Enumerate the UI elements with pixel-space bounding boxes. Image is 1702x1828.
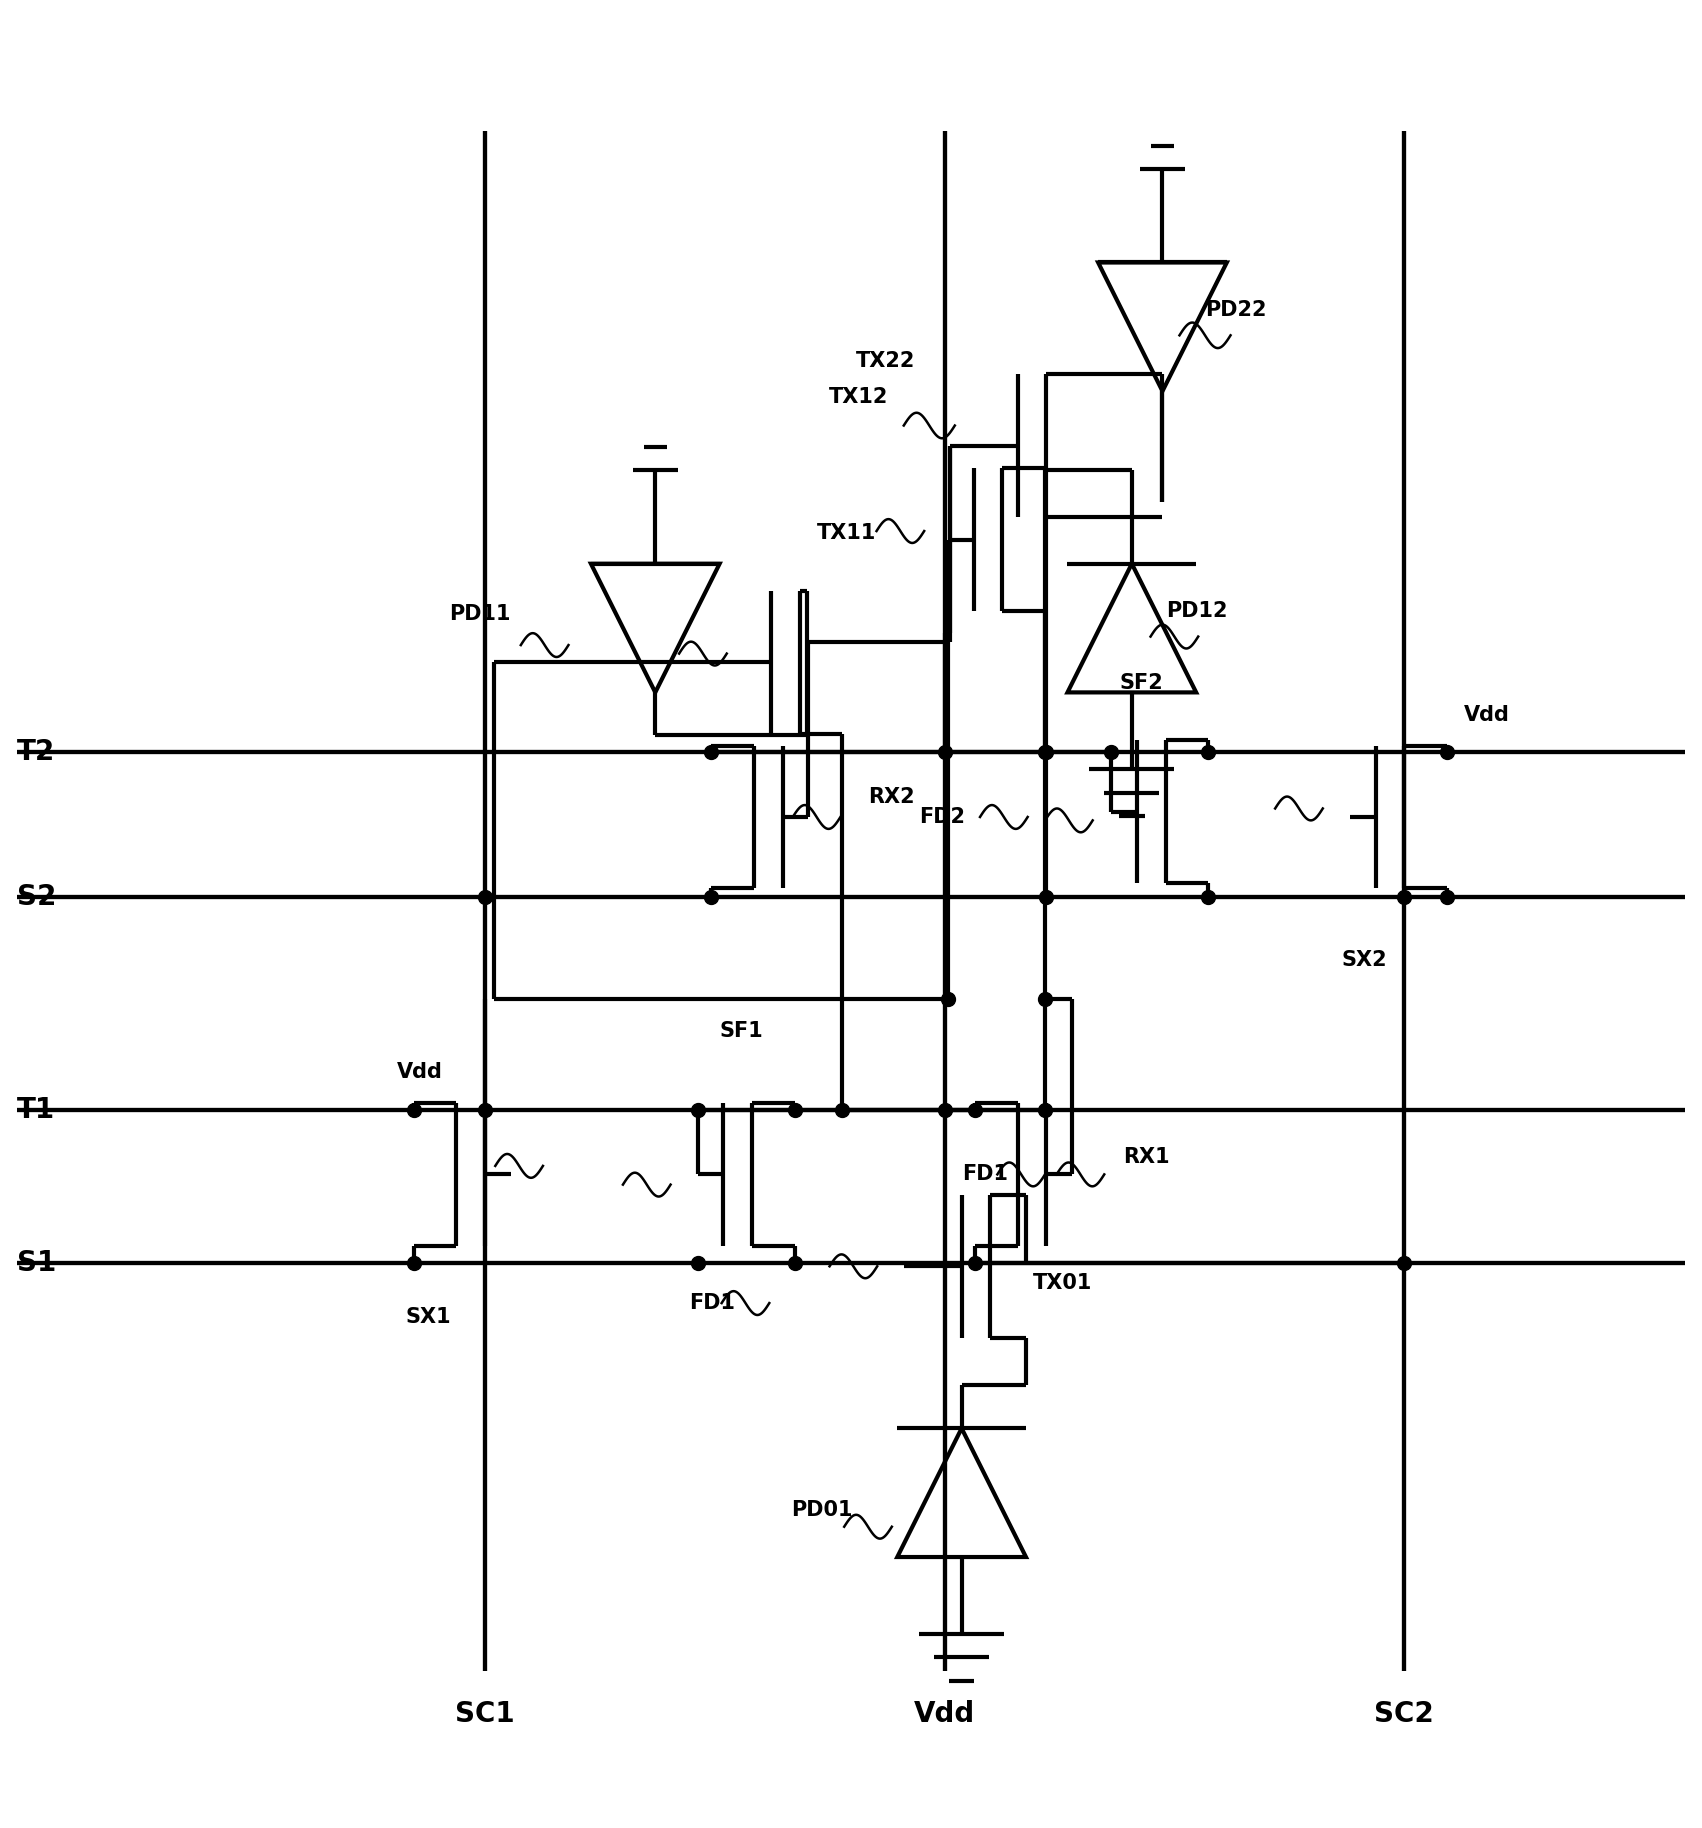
Text: T1: T1 xyxy=(17,1095,54,1124)
Text: TX22: TX22 xyxy=(856,351,916,371)
Text: SX2: SX2 xyxy=(1341,951,1387,971)
Text: FD1: FD1 xyxy=(962,1164,1008,1185)
Text: PD22: PD22 xyxy=(1205,300,1266,320)
Text: S1: S1 xyxy=(17,1249,56,1278)
Text: SF2: SF2 xyxy=(1120,673,1164,693)
Text: RX1: RX1 xyxy=(1123,1148,1169,1168)
Text: Vdd: Vdd xyxy=(397,1062,443,1082)
Text: TX12: TX12 xyxy=(829,386,888,406)
Text: SC1: SC1 xyxy=(454,1700,516,1727)
Text: TX11: TX11 xyxy=(817,523,877,543)
Text: PD11: PD11 xyxy=(449,605,511,625)
Text: PD12: PD12 xyxy=(1166,601,1227,622)
Text: T2: T2 xyxy=(17,739,54,766)
Text: S2: S2 xyxy=(17,883,56,910)
Text: TX01: TX01 xyxy=(1033,1274,1093,1294)
Text: SX1: SX1 xyxy=(405,1307,451,1327)
Text: Vdd: Vdd xyxy=(914,1700,975,1727)
Text: SC2: SC2 xyxy=(1374,1700,1435,1727)
Text: SF1: SF1 xyxy=(720,1022,764,1042)
Text: FD1: FD1 xyxy=(689,1292,735,1313)
Text: RX2: RX2 xyxy=(868,786,914,806)
Text: Vdd: Vdd xyxy=(1464,706,1510,726)
Text: FD2: FD2 xyxy=(919,806,965,826)
Text: PD01: PD01 xyxy=(791,1499,853,1519)
